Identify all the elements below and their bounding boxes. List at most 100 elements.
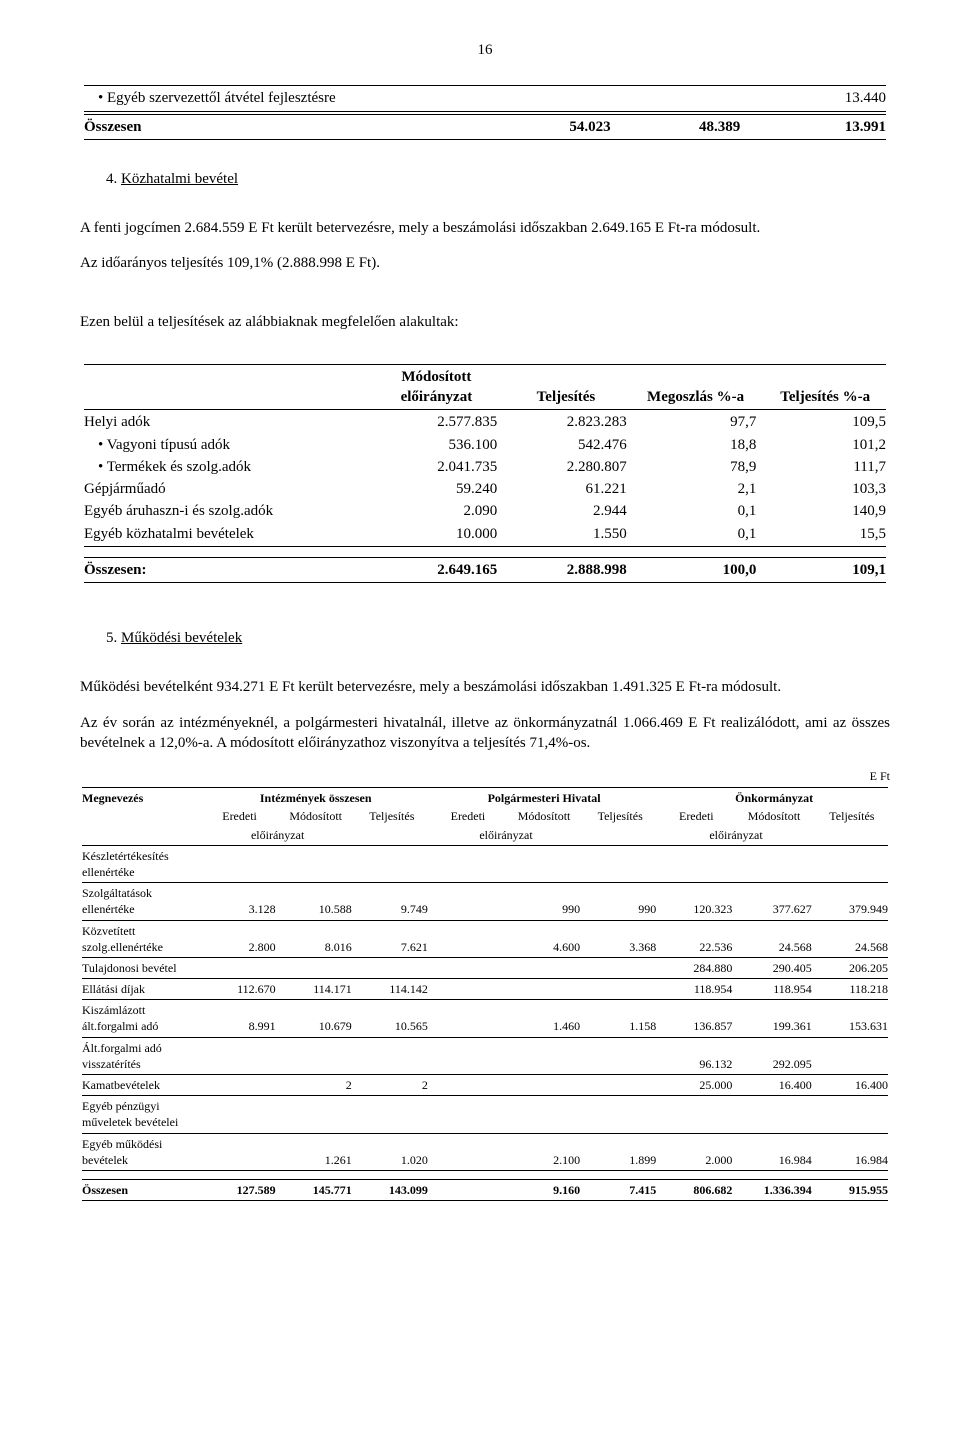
row-value <box>202 1076 278 1094</box>
row-value: 16.984 <box>734 1135 813 1169</box>
sub-header-elo: előirányzat <box>430 826 582 844</box>
row-value <box>582 959 658 977</box>
row-value: 112.670 <box>202 980 278 998</box>
row-value: 101,2 <box>760 434 890 456</box>
row-value <box>354 1039 430 1073</box>
total-label: Összesen: <box>80 559 372 581</box>
row-value: 114.171 <box>278 980 354 998</box>
row-value: 292.095 <box>734 1039 813 1073</box>
row-label: Helyi adók <box>80 411 372 433</box>
row-value: 290.405 <box>734 959 813 977</box>
row-value: 9.749 <box>354 884 430 918</box>
section-title: Működési bevételek <box>121 630 242 646</box>
row-value <box>658 847 734 881</box>
row-value: 10.000 <box>372 523 502 545</box>
row-value: 15,5 <box>760 523 890 545</box>
col-header: Teljesítés <box>501 366 631 409</box>
row-value: 97,7 <box>631 411 761 433</box>
total-cell: 9.160 <box>506 1181 582 1199</box>
row-label: Közvetített szolg.ellenértéke <box>80 922 202 956</box>
row-value <box>278 959 354 977</box>
table-total-row: Összesen 54.023 48.389 13.991 <box>80 116 890 138</box>
group-header: Polgármesteri Hivatal <box>430 789 658 807</box>
total-cell: 915.955 <box>814 1181 890 1199</box>
row-value: 2,1 <box>631 478 761 500</box>
row-value: 8.991 <box>202 1001 278 1035</box>
col-header-name: Megnevezés <box>80 789 202 825</box>
row-label: Gépjárműadó <box>80 478 372 500</box>
row-label: Egyéb működési bevételek <box>80 1135 202 1169</box>
section-4-p3: Ezen belül a teljesítések az alábbiaknak… <box>80 312 890 332</box>
row-label: Egyéb szervezettől átvétel fejlesztésre <box>80 87 485 109</box>
row-value: 990 <box>582 884 658 918</box>
row-value: 8.016 <box>278 922 354 956</box>
row-value: 109,5 <box>760 411 890 433</box>
row-value: 96.132 <box>658 1039 734 1073</box>
row-value: 1.899 <box>582 1135 658 1169</box>
row-value: 24.568 <box>734 922 813 956</box>
row-value <box>506 980 582 998</box>
row-value <box>354 959 430 977</box>
row-label: Szolgáltatások ellenértéke <box>80 884 202 918</box>
row-value <box>734 847 813 881</box>
row-value: 10.679 <box>278 1001 354 1035</box>
row-value: 118.954 <box>658 980 734 998</box>
row-value: 22.536 <box>658 922 734 956</box>
row-label: Tulajdonosi bevétel <box>80 959 202 977</box>
table-row: Egyéb közhatalmi bevételek10.0001.5500,1… <box>80 523 890 545</box>
row-value: 2.100 <box>506 1135 582 1169</box>
table-row: Egyéb működési bevételek1.2611.0202.1001… <box>80 1135 890 1169</box>
section-number: 4. <box>106 171 117 187</box>
total-c5: 109,1 <box>760 559 890 581</box>
page-number: 16 <box>80 40 890 60</box>
row-value <box>506 1039 582 1073</box>
sub-header: Eredeti <box>430 807 506 825</box>
table-row: Egyéb pénzügyi műveletek bevételei <box>80 1097 890 1131</box>
table-row: Közvetített szolg.ellenértéke2.8008.0167… <box>80 922 890 956</box>
row-value <box>814 1039 890 1073</box>
table-row: Szolgáltatások ellenértéke3.12810.5889.7… <box>80 884 890 918</box>
row-value: 59.240 <box>372 478 502 500</box>
row-value: 2.090 <box>372 500 502 522</box>
row-value: 16.400 <box>734 1076 813 1094</box>
row-value: 2.041.735 <box>372 456 502 478</box>
row-value: 0,1 <box>631 500 761 522</box>
row-value: 990 <box>506 884 582 918</box>
row-value <box>582 847 658 881</box>
row-value <box>814 1097 890 1131</box>
total-cell: 127.589 <box>202 1181 278 1199</box>
unit-label: E Ft <box>80 768 890 784</box>
row-value <box>658 1097 734 1131</box>
total-label: Összesen <box>80 1181 202 1199</box>
col-header: Módosított előirányzat <box>372 366 502 409</box>
row-value: 2.944 <box>501 500 631 522</box>
table-row: Készletértékesítés ellenértéke <box>80 847 890 881</box>
total-c3: 2.888.998 <box>501 559 631 581</box>
row-value <box>430 1001 506 1035</box>
row-value: 61.221 <box>501 478 631 500</box>
row-label: Ellátási díjak <box>80 980 202 998</box>
row-value: 153.631 <box>814 1001 890 1035</box>
row-value <box>430 884 506 918</box>
row-label: Kamatbevételek <box>80 1076 202 1094</box>
row-value <box>202 1097 278 1131</box>
row-value: 1.460 <box>506 1001 582 1035</box>
table-row: Kiszámlázott ált.forgalmi adó8.99110.679… <box>80 1001 890 1035</box>
row-label: Termékek és szolg.adók <box>80 456 372 478</box>
row-value <box>202 1135 278 1169</box>
row-value <box>278 847 354 881</box>
row-value: 206.205 <box>814 959 890 977</box>
section-5-heading: 5. Működési bevételek <box>106 628 890 648</box>
row-value: 1.550 <box>501 523 631 545</box>
table-row: Egyéb áruhaszn-i és szolg.adók2.0902.944… <box>80 500 890 522</box>
row-value: 103,3 <box>760 478 890 500</box>
section-4-p2: Az időarányos teljesítés 109,1% (2.888.9… <box>80 253 890 273</box>
row-value: 2.823.283 <box>501 411 631 433</box>
row-value: 2.280.807 <box>501 456 631 478</box>
table-row: Vagyoni típusú adók536.100542.47618,8101… <box>80 434 890 456</box>
row-value: 136.857 <box>658 1001 734 1035</box>
row-value: 10.565 <box>354 1001 430 1035</box>
total-v1: 54.023 <box>485 116 615 138</box>
total-cell: 806.682 <box>658 1181 734 1199</box>
row-value <box>202 959 278 977</box>
